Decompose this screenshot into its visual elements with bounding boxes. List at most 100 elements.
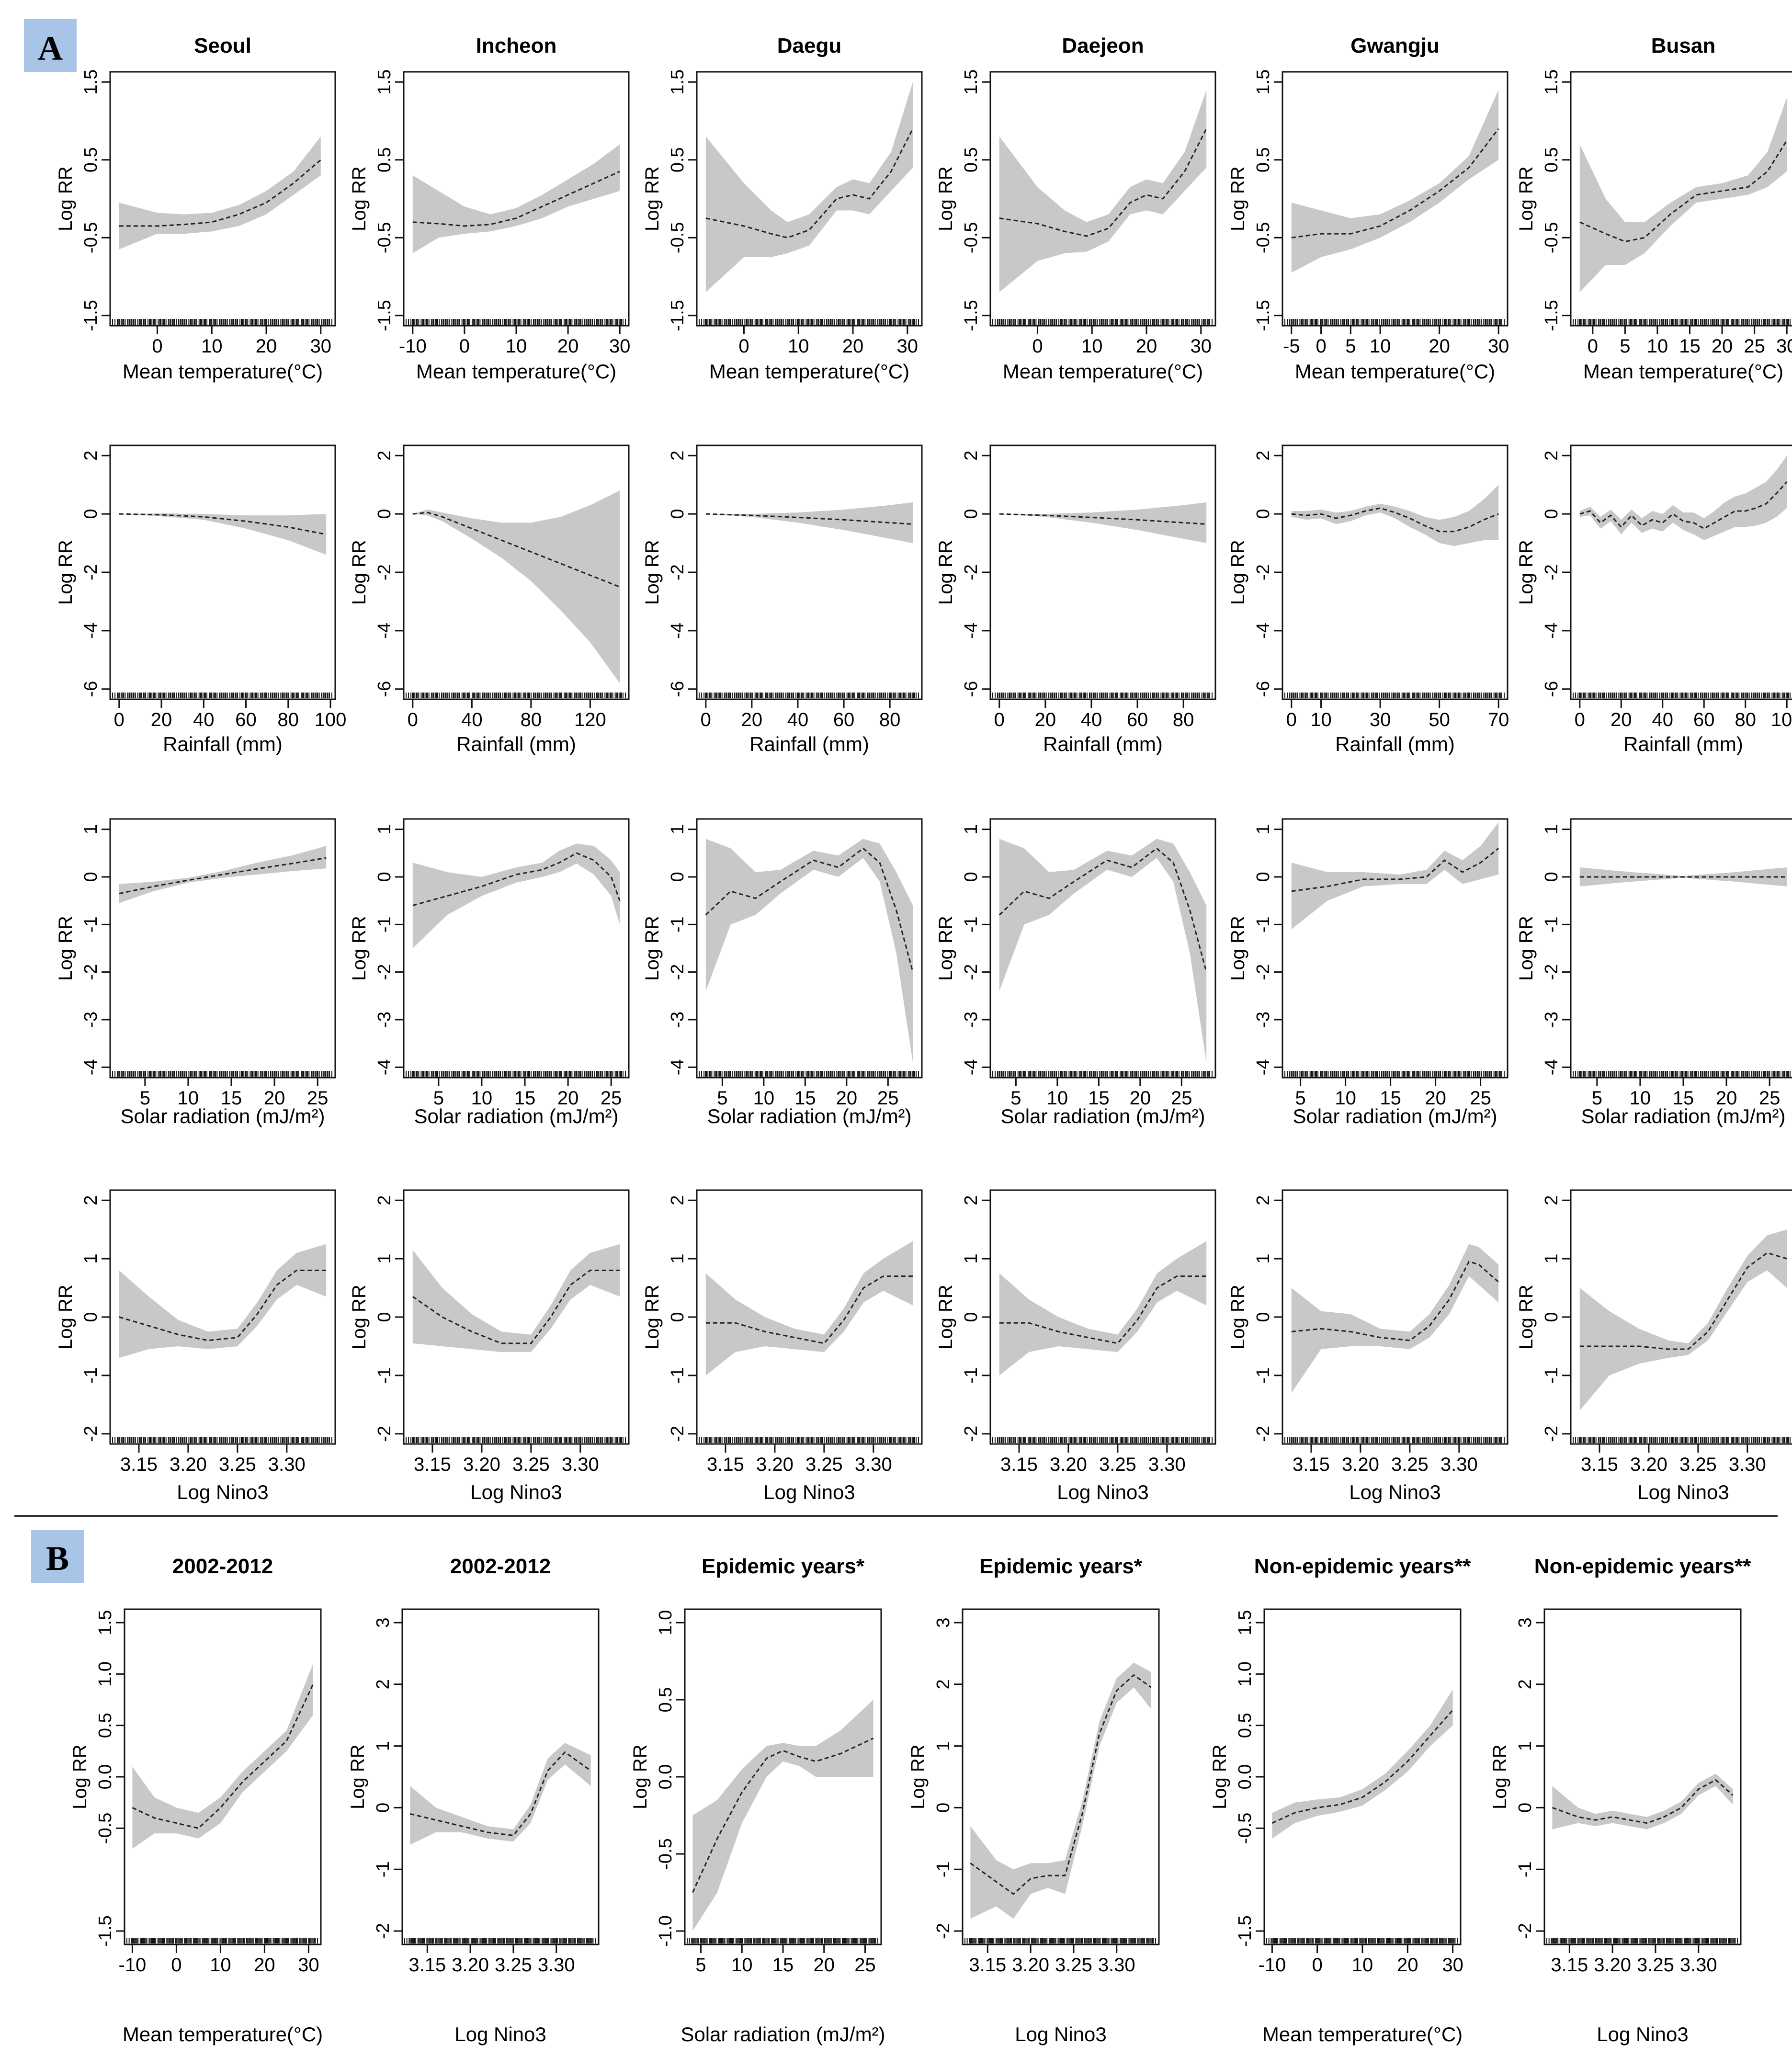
plot-frame (696, 444, 923, 700)
x-axis-label: Rainfall (mm) (749, 733, 869, 755)
y-axis-label: Log RR (349, 166, 370, 231)
plot-frame (1282, 818, 1508, 1079)
x-tick-label: 10 (178, 1088, 199, 1109)
estimate-line (412, 1270, 620, 1344)
y-axis-label: Log RR (1516, 540, 1537, 605)
y-tick-label: 1 (1542, 824, 1562, 834)
y-tick-label: 1 (961, 824, 981, 834)
y-axis-label: Log RR (349, 916, 370, 981)
plot-frame (989, 444, 1216, 700)
x-tick-label: 0 (408, 709, 418, 730)
rug-marks (699, 319, 919, 325)
y-tick-label: 0 (668, 1312, 688, 1322)
rug-marks (1573, 693, 1791, 698)
x-axis-label: Rainfall (mm) (1623, 733, 1743, 755)
x-tick-label: 3.15 (408, 1955, 446, 1976)
y-tick-label: 1.5 (95, 1610, 115, 1636)
x-tick-label: 0 (1588, 336, 1598, 357)
y-tick-label: -2 (668, 564, 688, 580)
x-axis-label: Rainfall (mm) (1043, 733, 1163, 755)
y-tick-label: 0 (374, 872, 395, 882)
plot-frame (1282, 71, 1508, 327)
y-tick-label: 0.5 (1253, 147, 1273, 172)
y-tick-label: -2 (668, 964, 688, 980)
y-tick-label: 1 (1253, 1254, 1273, 1264)
y-tick-label: 0.5 (81, 147, 101, 172)
plot-title: Epidemic years* (979, 1555, 1143, 1578)
x-tick-label: 25 (601, 1088, 622, 1109)
estimate-line (705, 513, 913, 525)
x-tick-label: 20 (1035, 709, 1056, 730)
y-tick-label: -6 (1542, 681, 1562, 697)
y-tick-label: -2 (374, 564, 395, 580)
x-tick-label: 3.15 (969, 1955, 1006, 1976)
estimate-line (1579, 481, 1788, 530)
x-tick-label: 5 (433, 1088, 444, 1109)
y-tick-label: 2 (668, 1195, 688, 1205)
y-tick-label: -3 (1542, 1011, 1562, 1028)
y-axis-label: Log RR (907, 1744, 929, 1809)
x-tick-label: 0 (459, 336, 470, 357)
y-tick-label: 0.5 (95, 1713, 115, 1738)
x-axis-label: Mean temperature(°C) (416, 360, 616, 383)
x-tick-label: 80 (1735, 709, 1756, 730)
x-tick-label: 20 (264, 1088, 285, 1109)
plot: 2 0 -2 -4 -6 Log RR 0 10 30 50 70 Rainfall (mm) (1227, 444, 1509, 755)
x-tick-label: 3.25 (495, 1955, 532, 1976)
rug-marks (112, 1437, 332, 1443)
y-tick-label: -1 (1253, 916, 1273, 932)
x-axis-label: Log Nino3 (1015, 2023, 1106, 2046)
confidence-band (705, 82, 913, 292)
rug-marks (992, 1437, 1213, 1443)
y-tick-label: -1 (961, 1367, 981, 1384)
plot: 1.5 0.5 -0.5 -1.5 Log RR 0 10 20 30 Mean temperat… (642, 34, 923, 383)
y-tick-label: -1.5 (961, 300, 981, 331)
x-tick-label: 3.20 (1050, 1454, 1087, 1475)
plot: 1.5 0.5 -0.5 -1.5 Log RR -5 0 5 10 20 30 Mean tempe… (1227, 34, 1509, 383)
x-tick-label: 20 (1130, 1088, 1151, 1109)
x-tick-label: 10 (1370, 336, 1391, 357)
rug-marks (406, 1437, 626, 1443)
y-tick-label: -4 (668, 1059, 688, 1076)
x-tick-label: 3.15 (707, 1454, 744, 1475)
y-axis-label: Log RR (55, 166, 76, 231)
x-tick-label: 80 (879, 709, 901, 730)
x-tick-label: 3.25 (1055, 1955, 1092, 1976)
y-tick-label: -1 (1542, 1367, 1562, 1384)
confidence-band (410, 1743, 591, 1845)
y-tick-label: -4 (81, 1059, 101, 1076)
x-tick-label: 15 (772, 1955, 794, 1976)
x-tick-label: 3.25 (1391, 1454, 1429, 1475)
y-tick-label: -6 (961, 681, 981, 697)
y-tick-label: -2 (668, 1426, 688, 1442)
y-tick-label: 0 (1542, 1312, 1562, 1322)
confidence-band (119, 1244, 327, 1358)
plot-title: 2002-2012 (172, 1555, 273, 1578)
y-tick-label: 1 (1542, 1254, 1562, 1264)
x-tick-label: 3.30 (1098, 1955, 1135, 1976)
estimate-line (1271, 1709, 1453, 1824)
y-tick-label: -0.5 (668, 222, 688, 253)
confidence-band (1291, 1244, 1499, 1393)
y-tick-label: 1 (81, 824, 101, 834)
x-tick-label: 15 (221, 1088, 242, 1109)
rug-marks (699, 693, 919, 698)
y-tick-label: -4 (961, 1059, 981, 1076)
rug-marks (404, 1938, 596, 1943)
y-tick-label: -6 (81, 681, 101, 697)
y-tick-label: -6 (374, 681, 395, 697)
confidence-band (412, 843, 620, 948)
y-tick-label: 0 (668, 872, 688, 882)
estimate-line (998, 847, 1207, 973)
rug-marks (699, 1437, 919, 1443)
x-tick-label: 100 (1771, 709, 1792, 730)
estimate-line (119, 513, 327, 535)
x-tick-label: 3.25 (219, 1454, 256, 1475)
x-tick-label: 15 (1679, 336, 1701, 357)
plot-frame (109, 818, 336, 1079)
y-tick-label: -4 (1253, 1059, 1273, 1076)
